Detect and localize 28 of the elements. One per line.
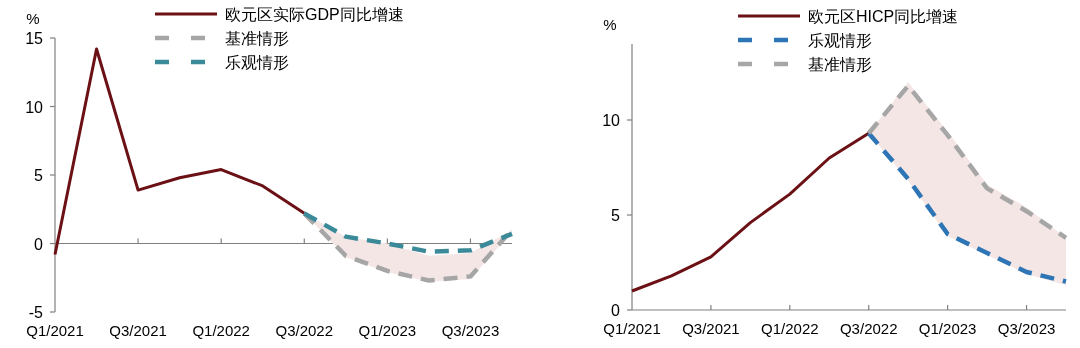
y-tick-label: 0 (611, 302, 621, 319)
y-tick-label: -5 (28, 304, 44, 321)
x-tick-label: Q1/2023 (918, 320, 977, 337)
y-tick-label: 0 (34, 235, 44, 253)
legend-label: 乐观情形 (225, 54, 289, 71)
x-tick-label: Q3/2021 (109, 322, 167, 339)
y-axis-title: % (26, 10, 40, 27)
y-tick-label: 10 (602, 112, 621, 129)
legend-label: 乐观情形 (808, 32, 872, 49)
x-tick-label: Q3/2022 (275, 322, 334, 339)
x-tick-label: Q1/2021 (26, 322, 84, 339)
y-tick-label: 5 (611, 207, 621, 224)
x-tick-label: Q1/2022 (192, 322, 250, 339)
x-tick-label: Q3/2023 (997, 320, 1056, 337)
x-tick-label: Q1/2023 (358, 322, 417, 339)
x-tick-label: Q3/2023 (441, 322, 500, 339)
legend-label: 欧元区HICP同比增速 (808, 8, 959, 25)
x-tick-label: Q1/2022 (761, 320, 819, 337)
y-tick-label: 15 (25, 30, 44, 47)
x-tick-label: Q3/2022 (839, 320, 898, 337)
y-tick-label: 5 (34, 167, 44, 184)
legend-label: 欧元区实际GDP同比增速 (225, 6, 404, 23)
x-tick-label: Q3/2021 (682, 320, 740, 337)
y-axis-title: % (603, 16, 617, 33)
x-tick-label: Q1/2021 (603, 320, 661, 337)
legend-label: 基准情形 (225, 30, 289, 47)
y-tick-label: 10 (25, 98, 44, 116)
legend-label: 基准情形 (808, 56, 872, 73)
